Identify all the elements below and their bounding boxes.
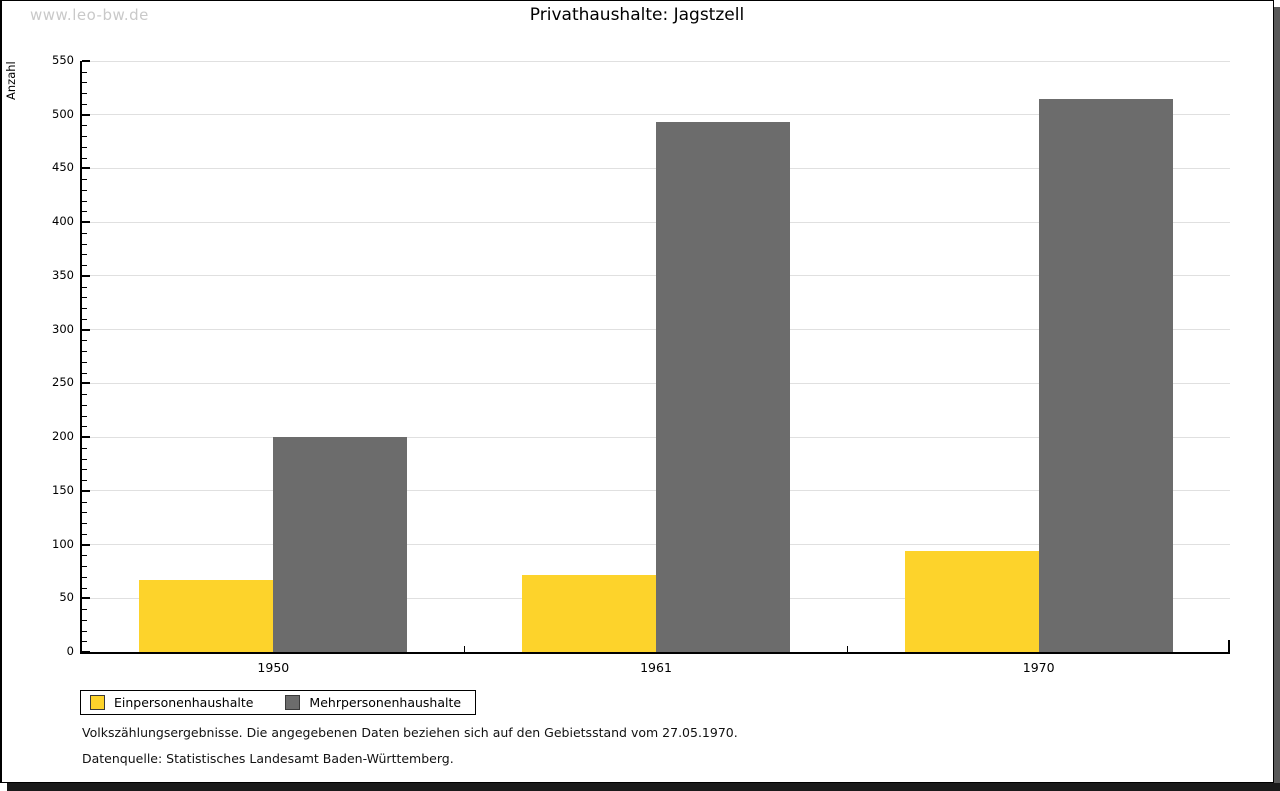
y-minor-tick (82, 361, 87, 363)
y-tick-label: 450 (52, 160, 74, 175)
y-minor-tick (82, 458, 87, 460)
y-minor-tick (82, 179, 87, 181)
y-tick-label: 400 (52, 214, 74, 229)
bar (656, 122, 790, 652)
y-minor-tick (82, 630, 87, 632)
y-major-tick (82, 597, 90, 600)
x-category-label: 1961 (640, 660, 672, 675)
y-minor-tick (82, 146, 87, 148)
y-major-tick (82, 328, 90, 331)
y-gridline (82, 114, 1230, 116)
y-axis-line (80, 61, 82, 654)
y-minor-tick (82, 189, 87, 191)
y-tick-label: 500 (52, 106, 74, 121)
y-minor-tick (82, 587, 87, 589)
x-boundary-tick (846, 646, 848, 652)
y-tick-label: 550 (52, 53, 74, 67)
y-minor-tick (82, 447, 87, 449)
y-major-tick (82, 436, 90, 439)
y-minor-tick (82, 480, 87, 482)
bar (1038, 98, 1173, 652)
y-minor-tick (82, 200, 87, 202)
bar (273, 437, 408, 652)
frame-shadow-bottom (7, 783, 1280, 791)
y-minor-tick (82, 254, 87, 256)
y-minor-tick (82, 523, 87, 525)
y-minor-tick (82, 93, 87, 95)
legend-swatch-yellow (90, 695, 105, 710)
x-category-label: 1970 (1022, 660, 1055, 675)
y-minor-tick (82, 243, 87, 245)
y-tick-label: 50 (59, 590, 74, 605)
legend-item-einpersonenhaushalte: Einpersonenhaushalte (90, 695, 253, 710)
y-minor-tick (82, 265, 87, 267)
y-minor-tick (82, 426, 87, 428)
y-minor-tick (82, 103, 87, 105)
y-minor-tick (82, 501, 87, 503)
y-tick-label: 100 (52, 536, 74, 551)
chart-title: Privathaushalte: Jagstzell (529, 5, 745, 25)
y-minor-tick (82, 469, 87, 471)
bar (139, 580, 274, 652)
y-minor-tick (82, 566, 87, 568)
y-minor-tick (82, 576, 87, 578)
y-minor-tick (82, 415, 87, 417)
y-minor-tick (82, 286, 87, 288)
y-minor-tick (82, 512, 87, 514)
y-minor-tick (82, 125, 87, 127)
y-major-tick (82, 221, 90, 224)
y-gridline (82, 60, 1230, 62)
y-major-tick (82, 274, 90, 277)
y-major-tick (82, 113, 90, 116)
bar (522, 574, 656, 652)
y-minor-tick (82, 340, 87, 342)
y-tick-label: 300 (52, 321, 74, 336)
y-minor-tick (82, 211, 87, 213)
y-minor-tick (82, 232, 87, 234)
footnote-line-1: Volkszählungsergebnisse. Die angegebenen… (82, 725, 738, 740)
legend-label: Mehrpersonenhaushalte (309, 695, 462, 710)
bar (904, 550, 1039, 652)
x-axis-line (80, 652, 1230, 654)
y-minor-tick (82, 82, 87, 84)
y-minor-tick (82, 394, 87, 396)
x-boundary-tick (464, 646, 466, 652)
y-minor-tick (82, 297, 87, 299)
legend: Einpersonenhaushalte Mehrpersonenhaushal… (80, 690, 477, 715)
frame-shadow-right (1274, 7, 1280, 791)
legend-label: Einpersonenhaushalte (114, 695, 254, 710)
y-minor-tick (82, 609, 87, 611)
y-tick-label: 250 (52, 375, 74, 390)
y-minor-tick (82, 71, 87, 73)
y-minor-tick (82, 372, 87, 374)
y-major-tick (82, 167, 90, 170)
y-minor-tick (82, 533, 87, 535)
legend-item-mehrpersonenhaushalte: Mehrpersonenhaushalte (285, 695, 461, 710)
x-category-label: 1950 (257, 660, 290, 675)
y-minor-tick (82, 619, 87, 621)
y-tick-label: 350 (52, 267, 74, 282)
watermark: www.leo-bw.de (30, 6, 149, 24)
y-minor-tick (82, 404, 87, 406)
y-minor-tick (82, 555, 87, 557)
y-major-tick (82, 543, 90, 546)
y-minor-tick (82, 318, 87, 320)
y-tick-label: 150 (52, 482, 74, 497)
y-major-tick (82, 60, 90, 62)
y-minor-tick (82, 136, 87, 138)
x-axis-end-tick (1228, 640, 1230, 652)
y-minor-tick (82, 308, 87, 310)
y-tick-label: 200 (52, 429, 74, 444)
legend-swatch-gray (285, 695, 301, 710)
footnote-line-2: Datenquelle: Statistisches Landesamt Bad… (82, 751, 454, 766)
y-major-tick (82, 382, 90, 385)
y-minor-tick (82, 641, 87, 643)
y-minor-tick (82, 351, 87, 353)
y-major-tick (82, 489, 90, 492)
y-tick-label: 0 (66, 644, 74, 658)
y-minor-tick (82, 157, 87, 159)
